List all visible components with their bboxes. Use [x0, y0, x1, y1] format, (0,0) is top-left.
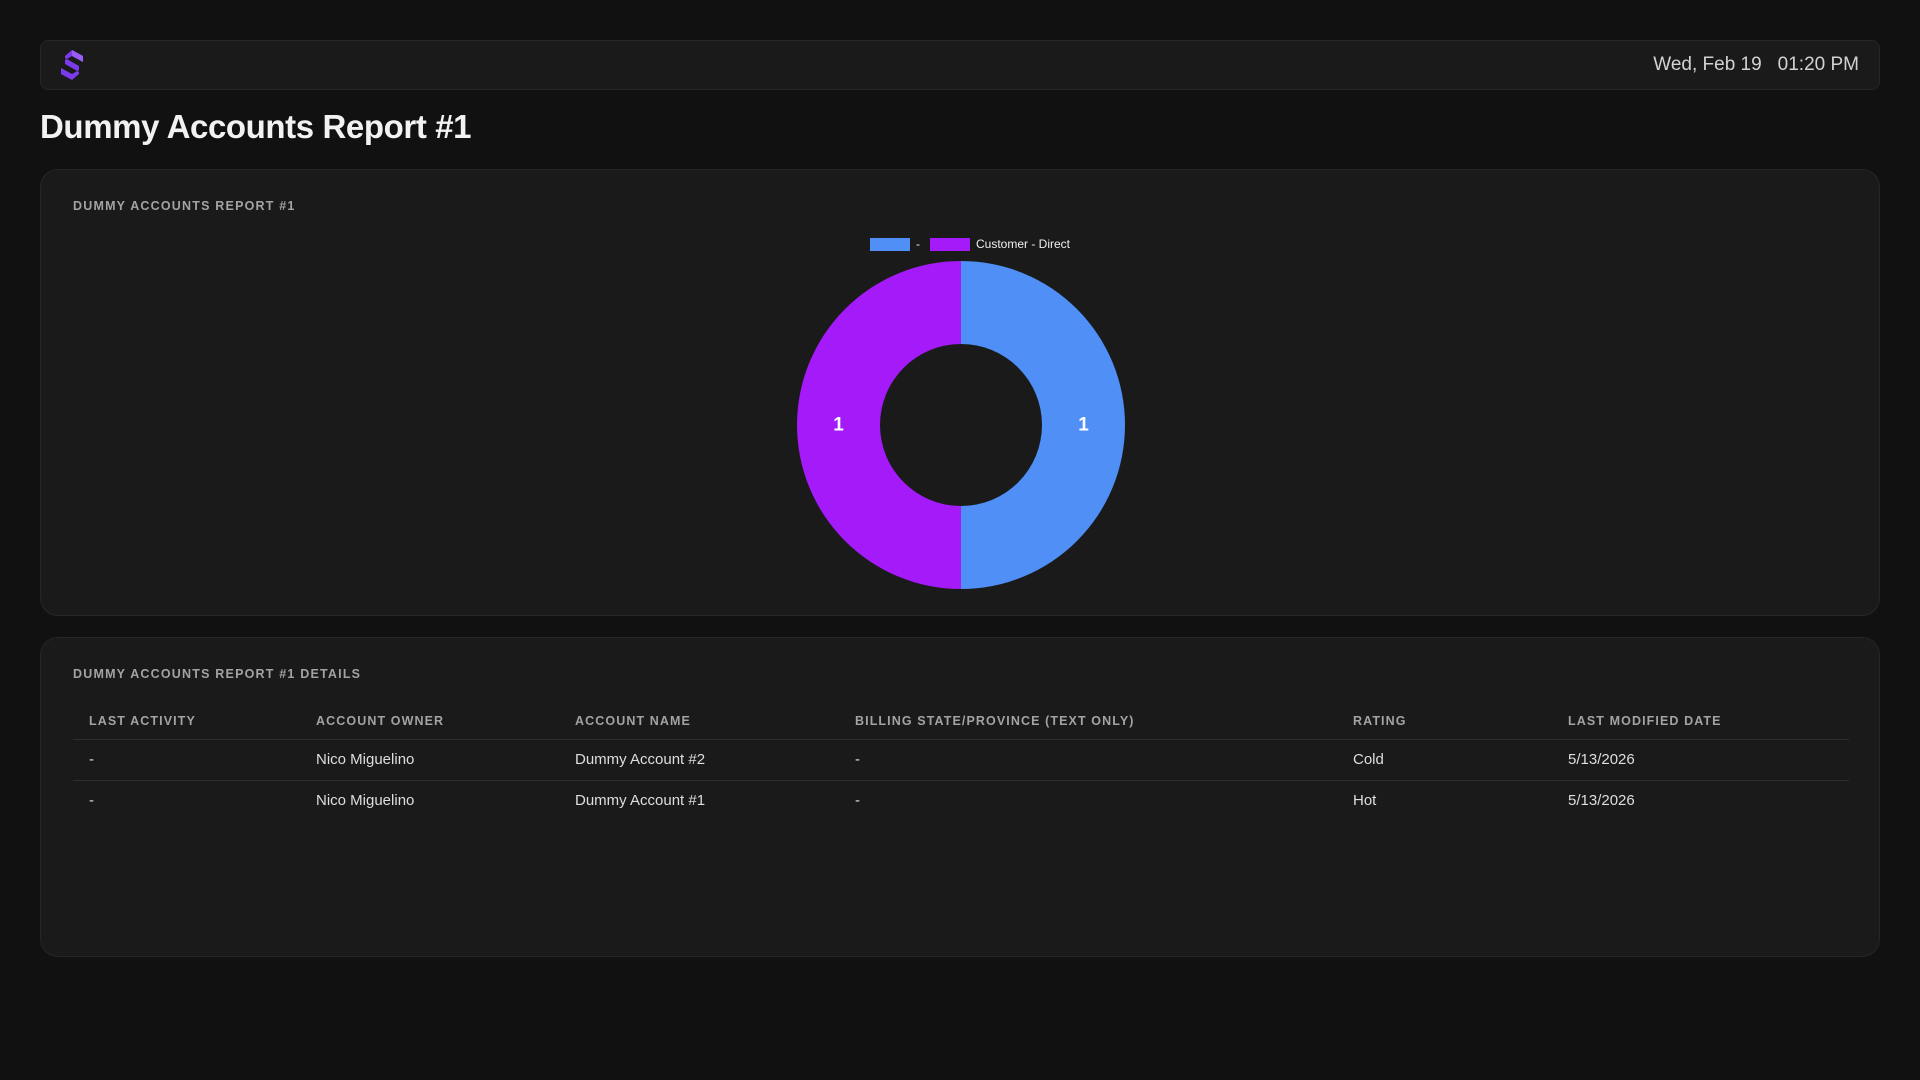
table-cell: 5/13/2026: [1552, 739, 1849, 781]
column-header[interactable]: BILLING STATE/PROVINCE (TEXT ONLY): [839, 704, 1337, 740]
table-row[interactable]: - Nico Miguelino Dummy Account #1 - Hot …: [73, 780, 1849, 821]
details-card-label: DUMMY ACCOUNTS REPORT #1 DETAILS: [73, 667, 362, 681]
page-title: Dummy Accounts Report #1: [40, 108, 472, 145]
donut-slice[interactable]: [797, 261, 961, 589]
column-header[interactable]: LAST MODIFIED DATE: [1552, 704, 1849, 740]
table-header-row: LAST ACTIVITY ACCOUNT OWNER ACCOUNT NAME…: [73, 704, 1849, 740]
date-time-display: Wed, Feb 19 01:20 PM: [1653, 54, 1859, 76]
column-header[interactable]: LAST ACTIVITY: [73, 704, 300, 740]
table-cell: -: [89, 792, 94, 810]
table-cell: Cold: [1337, 739, 1552, 781]
table-cell: -: [855, 792, 860, 810]
table-cell: -: [73, 739, 300, 781]
table-cell: Dummy Account #2: [559, 739, 839, 781]
chart-legend: - Customer - Direct: [41, 237, 1879, 251]
table-cell: Dummy Account #1: [575, 792, 706, 810]
top-bar: Wed, Feb 19 01:20 PM: [40, 40, 1880, 90]
legend-item[interactable]: -: [869, 237, 920, 251]
table-cell: 5/13/2026: [1568, 792, 1635, 810]
details-table: LAST ACTIVITY ACCOUNT OWNER ACCOUNT NAME…: [73, 704, 1849, 821]
legend-label: Customer - Direct: [975, 237, 1070, 251]
legend-item[interactable]: Customer - Direct: [929, 237, 1070, 251]
legend-label: -: [915, 237, 920, 251]
slice-data-label: 1: [833, 415, 844, 436]
current-date: Wed, Feb 19: [1653, 54, 1762, 75]
table-cell: Nico Miguelino: [316, 792, 415, 810]
slice-data-label: 1: [1078, 415, 1089, 436]
column-header[interactable]: ACCOUNT NAME: [559, 704, 839, 740]
chart-card: DUMMY ACCOUNTS REPORT #1 - Customer - Di…: [40, 169, 1880, 616]
table-row[interactable]: - Nico Miguelino Dummy Account #2 - Cold…: [73, 739, 1849, 781]
brand-logo-icon[interactable]: [59, 49, 87, 81]
current-time: 01:20 PM: [1777, 54, 1859, 75]
table-cell: Nico Miguelino: [300, 739, 559, 781]
donut-chart-svg: 11: [797, 261, 1125, 589]
donut-slice[interactable]: [961, 261, 1125, 589]
table-cell: Hot: [1353, 792, 1377, 810]
table-cell: -: [839, 739, 1337, 781]
legend-swatch: [929, 237, 970, 251]
column-header[interactable]: ACCOUNT OWNER: [300, 704, 559, 740]
details-card: DUMMY ACCOUNTS REPORT #1 DETAILS LAST AC…: [40, 637, 1880, 957]
legend-swatch: [869, 237, 910, 251]
column-header[interactable]: RATING: [1337, 704, 1552, 740]
chart-card-label: DUMMY ACCOUNTS REPORT #1: [73, 199, 296, 213]
